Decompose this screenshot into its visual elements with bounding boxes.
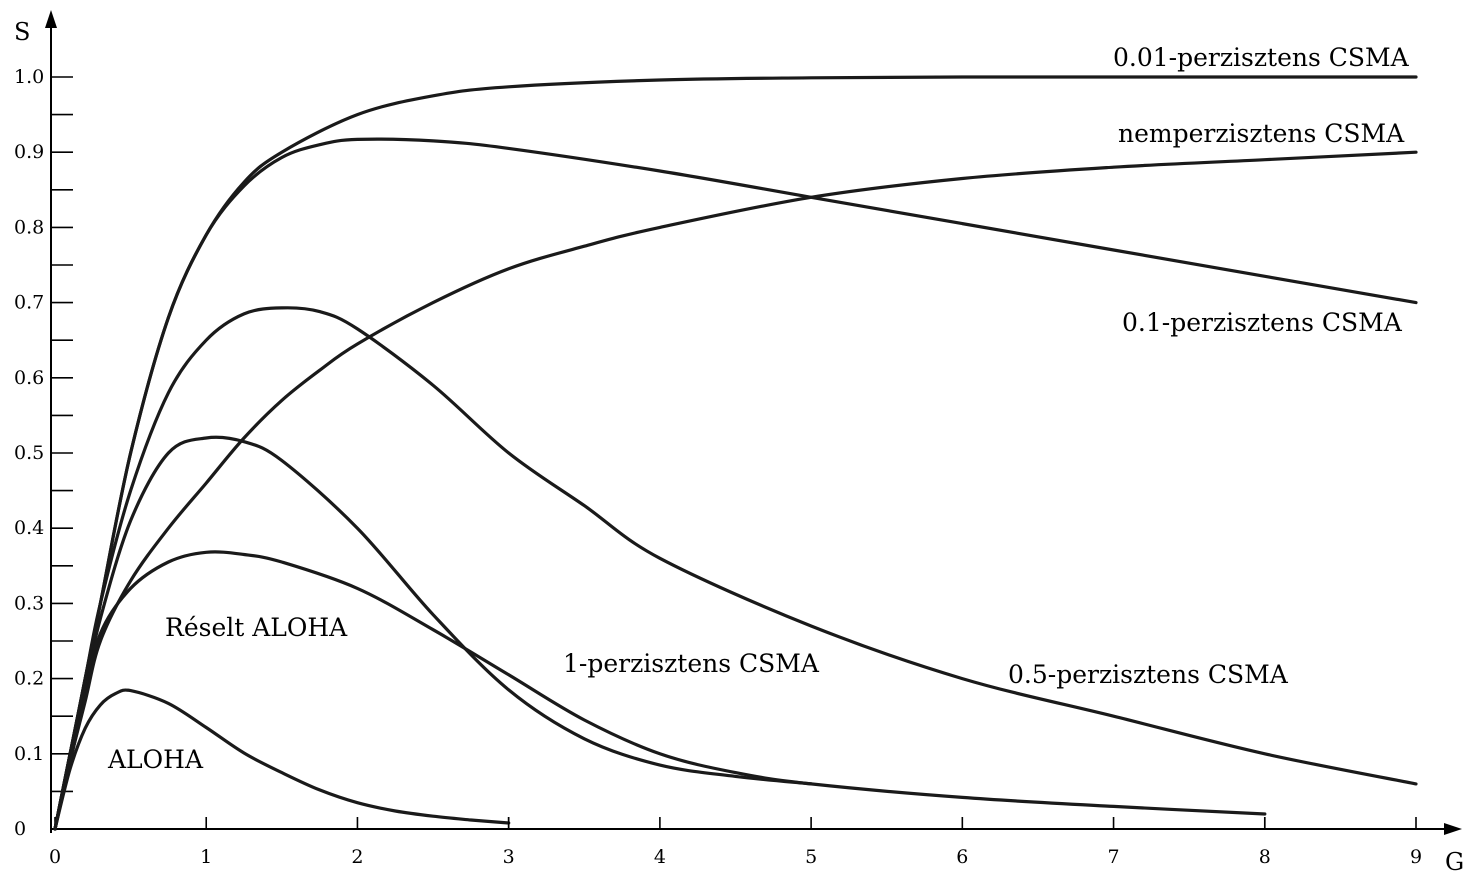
x-tick-label: 3 [503, 846, 515, 868]
y-tick-label: 0.9 [14, 141, 44, 163]
x-tick-label: 9 [1410, 846, 1422, 868]
chart-series-labels: 0.01-perzisztens CSMA nemperzisztens CSMA… [107, 43, 1410, 774]
series-line-r-selt-aloha [53, 550, 1267, 831]
series-line-0-5-perzisztens-csma [53, 306, 1418, 831]
x-axis-label: G [1445, 848, 1464, 873]
chart-ticks: 0 1 2 3 4 5 6 7 8 9 0 0.1 0.2 0.3 0.4 0.5 0.6 0.7 0.8 0.9 1.… [14, 66, 1422, 868]
series-label-0-01-perzisztens-csma: 0.01-perzisztens CSMA [1113, 43, 1410, 72]
series-label-aloha: ALOHA [107, 745, 204, 774]
y-tick-label: 0.6 [14, 367, 44, 389]
y-tick-label: 0.3 [14, 592, 44, 614]
y-tick-label: 1.0 [14, 66, 44, 88]
x-tick-label: 8 [1259, 846, 1271, 868]
y-tick-label: 0.5 [14, 442, 44, 464]
x-tick-label: 6 [956, 846, 968, 868]
series-line-aloha [53, 688, 511, 831]
chart-series [53, 75, 1418, 831]
series-label-0-1-perzisztens-csma: 0.1-perzisztens CSMA [1122, 308, 1403, 337]
x-tick-label: 1 [200, 846, 212, 868]
x-tick-label: 0 [49, 846, 61, 868]
y-axis-label: S [14, 18, 30, 46]
x-tick-label: 2 [351, 846, 363, 868]
y-tick-label: 0.1 [14, 743, 44, 765]
x-tick-label: 4 [654, 846, 666, 868]
series-label-0-5-perzisztens-csma: 0.5-perzisztens CSMA [1008, 660, 1289, 689]
chart-axes: GS [14, 10, 1464, 873]
y-tick-label: 0 [14, 818, 26, 840]
series-label-r-selt-aloha: Réselt ALOHA [165, 613, 348, 642]
series-label-1-perzisztens-csma: 1-perzisztens CSMA [563, 649, 820, 678]
y-tick-label: 0.2 [14, 668, 44, 690]
y-tick-label: 0.4 [14, 517, 44, 539]
y-tick-label: 0.7 [14, 292, 44, 314]
x-tick-label: 5 [805, 846, 817, 868]
series-line-1-perzisztens-csma [53, 435, 813, 831]
series-line-0-1-perzisztens-csma [53, 137, 1418, 831]
series-line-nemperzisztens-csma [53, 150, 1418, 831]
x-axis-arrow [1444, 823, 1462, 835]
series-line-0-01-perzisztens-csma [53, 75, 1418, 831]
series-label-nemperzisztens-csma: nemperzisztens CSMA [1118, 119, 1405, 148]
x-tick-label: 7 [1108, 846, 1120, 868]
y-tick-label: 0.8 [14, 216, 44, 238]
y-axis-arrow [45, 10, 57, 28]
